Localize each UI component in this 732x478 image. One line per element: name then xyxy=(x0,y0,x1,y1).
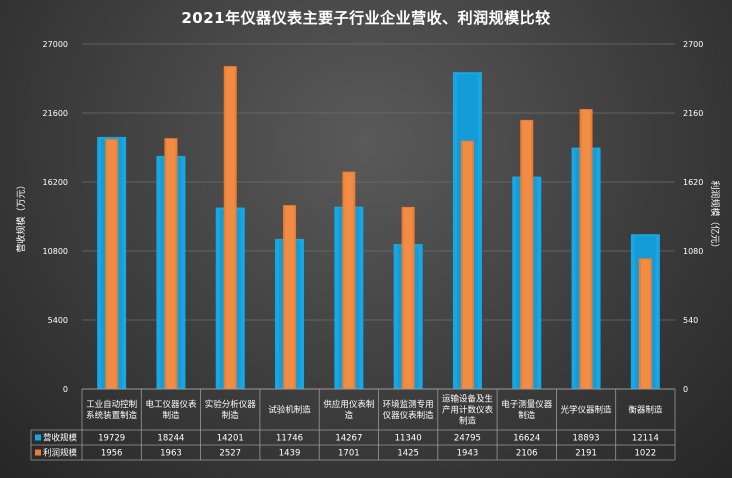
y-tick-label: 0 xyxy=(63,385,68,394)
table-cell-value: 1943 xyxy=(457,449,479,459)
table-cell-value: 11746 xyxy=(276,434,303,444)
profit-bar-shade xyxy=(107,140,117,389)
table-cell-value: 2191 xyxy=(575,449,597,459)
bars xyxy=(97,66,660,390)
profit-bar xyxy=(342,171,356,389)
table-cell-value: 2106 xyxy=(516,449,538,459)
profit-bar-shade xyxy=(166,139,176,389)
profit-bar-shade xyxy=(403,207,413,389)
table-cell-value: 11340 xyxy=(395,434,422,444)
y2-tick-label: 0 xyxy=(683,385,688,394)
table-cell-value: 14201 xyxy=(217,434,244,444)
category-label: 供应用仪表制造 xyxy=(323,399,374,421)
category-label: 试验机制造 xyxy=(268,405,311,416)
profit-bar xyxy=(105,139,119,389)
category-label: 实验分析仪器制造 xyxy=(205,399,257,421)
category-label: 衡器制造 xyxy=(628,405,663,416)
y-tick-label: 27000 xyxy=(43,40,68,49)
profit-bar-shade xyxy=(640,259,650,389)
y-tick-label: 16200 xyxy=(43,178,68,187)
category-label: 运输设备及生产用计数仪表制造 xyxy=(442,394,494,427)
y2-tick-label: 1620 xyxy=(683,178,703,187)
y2-axis-title: 利润规模（亿元） xyxy=(709,180,721,252)
profit-bar xyxy=(460,140,474,389)
table-cell-value: 24795 xyxy=(454,434,481,444)
y-tick-label: 21600 xyxy=(43,109,68,118)
legend-key xyxy=(35,434,41,441)
profit-bar-shade xyxy=(522,120,532,390)
profit-bar xyxy=(579,109,593,390)
profit-bar-shade xyxy=(225,67,235,389)
y2-tick-label: 2160 xyxy=(683,109,703,118)
table-cell-value: 1956 xyxy=(101,449,123,459)
profit-bar-shade xyxy=(344,172,354,389)
profit-bar xyxy=(223,66,237,389)
table-cell-value: 1425 xyxy=(397,449,419,459)
profit-bar xyxy=(164,138,178,389)
table-cell-value: 16624 xyxy=(513,434,540,444)
table-cell-value: 18244 xyxy=(157,434,184,444)
category-label: 工业自动控制系统装置制造 xyxy=(86,399,138,421)
legend-label: 利润规模 xyxy=(43,448,78,459)
y-tick-label: 10800 xyxy=(43,247,68,256)
profit-bar-shade xyxy=(285,206,295,389)
y-axis-title: 营收规模（万元） xyxy=(15,180,27,252)
y2-tick-label: 2700 xyxy=(683,40,703,49)
category-label: 电工仪器仪表制造 xyxy=(145,399,197,421)
profit-bar-shade xyxy=(581,110,591,390)
y2-tick-label: 540 xyxy=(683,316,698,325)
profit-bar-shade xyxy=(462,141,472,389)
table-cell-value: 2527 xyxy=(219,449,241,459)
table-cell-value: 1022 xyxy=(635,449,657,459)
y2-tick-label: 1080 xyxy=(683,247,703,256)
table-cell-value: 18893 xyxy=(573,434,600,444)
table-cell-value: 1439 xyxy=(279,449,301,459)
profit-bar xyxy=(283,205,297,389)
legend-label: 营收规模 xyxy=(43,433,78,444)
category-label: 环境监测专用仪器仪表制造 xyxy=(383,399,435,421)
table-cell-value: 1963 xyxy=(160,449,182,459)
legend-key xyxy=(35,449,41,456)
profit-bar xyxy=(520,119,534,390)
category-label: 电子测量仪器制造 xyxy=(501,399,553,421)
profit-bar xyxy=(638,258,652,389)
profit-bar xyxy=(401,206,415,389)
table-cell-value: 1701 xyxy=(338,449,360,459)
table-cell-value: 14267 xyxy=(335,434,362,444)
table-cell-value: 12114 xyxy=(632,434,659,444)
y-tick-label: 5400 xyxy=(48,316,68,325)
table-cell-value: 19729 xyxy=(98,434,125,444)
category-label: 光学仪器制造 xyxy=(561,405,613,416)
chart-title: 2021年仪器仪表主要子行业企业营收、利润规模比较 xyxy=(181,9,551,27)
